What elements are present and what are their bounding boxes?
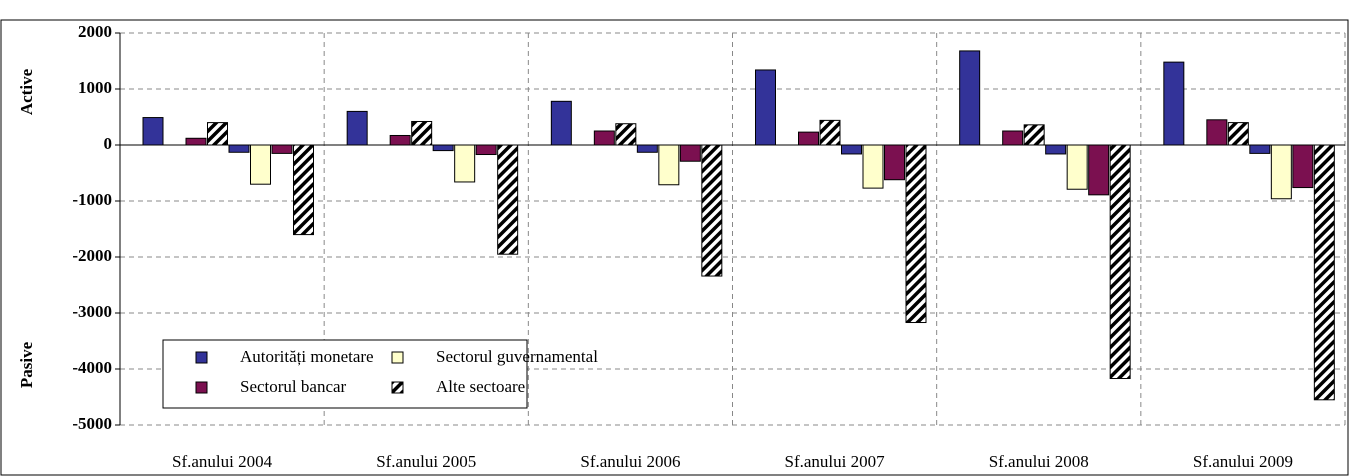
bar (862, 144, 884, 189)
y-tick-label: -1000 (72, 190, 112, 209)
frame (0, 19, 1349, 476)
legend-marker (195, 381, 208, 394)
bar (1292, 144, 1314, 189)
bar (679, 144, 701, 162)
bar (1002, 130, 1024, 146)
bar (798, 131, 819, 146)
legend-label: Alte sectoare (436, 377, 525, 396)
y-tick-label: 0 (104, 134, 113, 153)
x-tick-label: Sf.anului 2004 (172, 452, 273, 471)
legend-marker (195, 351, 208, 364)
bar (959, 50, 981, 146)
bar (250, 144, 271, 185)
bar (411, 120, 433, 146)
bar (1270, 144, 1292, 200)
bar (636, 144, 658, 153)
legend-box (162, 339, 528, 409)
bar (142, 117, 164, 146)
bar (497, 144, 519, 255)
bar (658, 144, 680, 186)
bar (185, 137, 207, 146)
legend-label: Sectorul bancar (240, 377, 347, 396)
bar (1088, 144, 1110, 196)
y-label-top: Active (17, 68, 36, 115)
x-tick-label: Sf.anului 2009 (1193, 452, 1293, 471)
bar (271, 144, 293, 154)
y-tick-label: -3000 (72, 302, 112, 321)
x-tick-label: Sf.anului 2008 (989, 452, 1089, 471)
bar (1249, 144, 1271, 154)
bar (1045, 144, 1067, 155)
y-tick-label: -5000 (72, 414, 112, 433)
bar (701, 144, 723, 277)
bar (454, 144, 476, 183)
legend-marker (391, 351, 404, 364)
legend-marker (391, 381, 404, 394)
bar (1206, 119, 1228, 146)
bar (346, 110, 368, 146)
y-tick-label: -2000 (72, 246, 112, 265)
y-tick-label: -4000 (72, 358, 112, 377)
bar (884, 144, 905, 181)
bar (755, 69, 776, 146)
bar (1066, 144, 1088, 190)
bar (1023, 124, 1045, 146)
x-tick-label: Sf.anului 2006 (580, 452, 680, 471)
bar (593, 130, 615, 146)
bar (905, 144, 927, 324)
y-tick-label: 2000 (78, 22, 112, 41)
legend-label: Sectorul guvernamental (436, 347, 598, 366)
bar (228, 144, 250, 153)
bar (615, 123, 637, 146)
y-tick-label: 1000 (78, 78, 112, 97)
bar (1109, 144, 1131, 380)
bar (550, 100, 572, 146)
x-tick-label: Sf.anului 2007 (785, 452, 886, 471)
bar (1313, 144, 1335, 401)
legend-label: Autorități monetare (240, 347, 374, 366)
x-tick-label: Sf.anului 2005 (376, 452, 476, 471)
bar (819, 119, 841, 146)
bar (432, 144, 454, 152)
bar (841, 144, 862, 155)
y-label-bottom: Pasive (17, 341, 36, 388)
bar (293, 144, 314, 236)
bar (389, 134, 411, 146)
bar (475, 144, 497, 156)
bar (1163, 61, 1185, 146)
bar (1227, 122, 1249, 146)
bar (207, 122, 228, 146)
